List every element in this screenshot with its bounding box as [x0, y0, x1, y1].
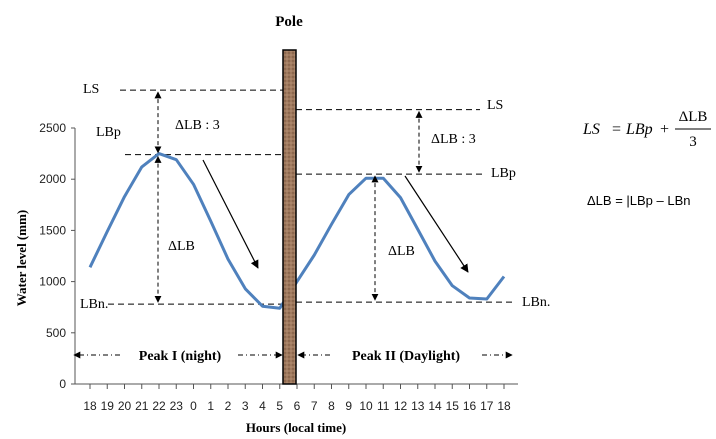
- formula-ls-eq: =: [612, 121, 621, 138]
- y-tick-label: 1500: [39, 223, 66, 237]
- series-line: [88, 152, 506, 310]
- formula-ls-denominator: 3: [689, 134, 697, 150]
- label-delta-lb-3-right: ΔLB : 3: [431, 132, 476, 147]
- trend-arrow-right: [404, 175, 469, 273]
- label-delta-lb-left: ΔLB: [168, 239, 195, 254]
- y-tick-label: 0: [59, 377, 66, 391]
- x-tick-label: 8: [328, 399, 335, 413]
- peak2-label: Peak II (Daylight): [352, 349, 460, 364]
- x-tick-label: 6: [294, 399, 301, 413]
- y-tick-label: 1000: [39, 275, 66, 289]
- x-tick-label: 18: [497, 399, 511, 413]
- x-tick-label: 14: [428, 399, 442, 413]
- x-tick-label: 19: [101, 399, 115, 413]
- x-tick-label: 7: [311, 399, 318, 413]
- formula-ls-plus: +: [660, 121, 669, 138]
- label-ls-left: LS: [83, 82, 99, 97]
- formula-ls-lbp: LBp: [625, 121, 653, 138]
- formula-ls: LS = LBp + ΔLB 3: [582, 109, 711, 150]
- x-tick-label: 1: [207, 399, 214, 413]
- label-delta-lb-3-left: ΔLB : 3: [175, 118, 220, 133]
- y-tick-label: 2000: [39, 172, 66, 186]
- x-tick-label: 15: [446, 399, 460, 413]
- ls-left-box: [75, 70, 120, 104]
- label-lbn-left: LBn.: [80, 297, 108, 312]
- x-tick-label: 12: [394, 399, 408, 413]
- x-tick-label: 23: [170, 399, 184, 413]
- x-tick-label: 3: [242, 399, 249, 413]
- x-tick-label: 10: [359, 399, 373, 413]
- x-tick-label: 5: [276, 399, 283, 413]
- y-tick-label: 500: [46, 326, 66, 340]
- y-tick-label: 2500: [39, 121, 66, 135]
- formula-delta-lb: ΔLB = |LBp – LBn: [587, 193, 691, 208]
- x-tick-label: 2: [225, 399, 232, 413]
- pole: [282, 49, 297, 385]
- chart-title: Pole: [275, 14, 303, 30]
- x-tick-label: 0: [190, 399, 197, 413]
- x-tick-label: 4: [259, 399, 266, 413]
- label-lbp-left: LBp: [96, 125, 121, 140]
- x-tick-label: 16: [463, 399, 477, 413]
- x-axis-label: Hours (local time): [246, 420, 346, 435]
- x-tick-label: 18: [83, 399, 97, 413]
- y-axis-label: Water level (mm): [14, 210, 29, 307]
- trend-arrow-left: [202, 159, 259, 269]
- x-tick-label: 13: [411, 399, 425, 413]
- formula-ls-numerator: ΔLB: [679, 109, 708, 125]
- peak1-label: Peak I (night): [139, 349, 222, 364]
- x-tick-label: 22: [152, 399, 166, 413]
- x-tick-label: 17: [480, 399, 494, 413]
- label-delta-lb-right: ΔLB: [388, 244, 415, 259]
- label-ls-right: LS: [487, 98, 503, 113]
- label-lbp-right: LBp: [491, 166, 516, 181]
- x-tick-label: 9: [345, 399, 352, 413]
- label-lbn-right: LBn.: [522, 295, 550, 310]
- x-tick-label: 11: [377, 399, 390, 413]
- formula-ls-lhs: LS: [582, 121, 600, 138]
- x-tick-label: 20: [118, 399, 132, 413]
- x-tick-label: 21: [135, 399, 149, 413]
